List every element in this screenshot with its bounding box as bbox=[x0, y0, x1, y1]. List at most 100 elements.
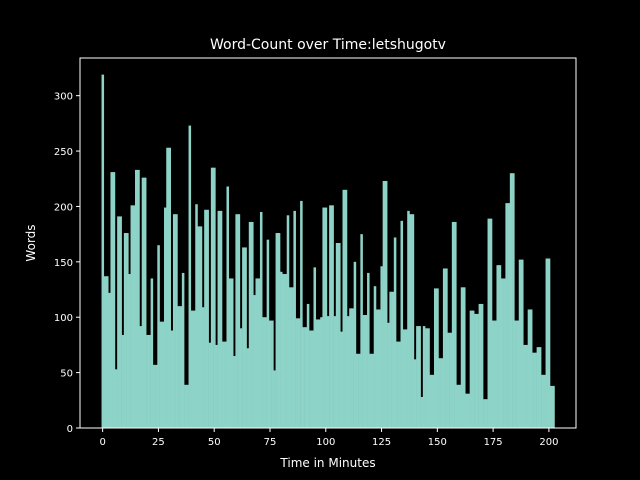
bar bbox=[460, 287, 464, 428]
bar bbox=[170, 330, 174, 428]
x-tick-label: 75 bbox=[264, 437, 277, 448]
bar bbox=[159, 321, 163, 428]
bar bbox=[351, 308, 354, 428]
y-tick-label: 200 bbox=[54, 202, 73, 213]
bar bbox=[371, 353, 375, 428]
bar bbox=[239, 328, 243, 428]
bar bbox=[237, 214, 241, 428]
bar bbox=[523, 344, 526, 428]
bar bbox=[489, 218, 493, 428]
bar bbox=[259, 211, 263, 428]
bar bbox=[407, 210, 410, 428]
bar bbox=[257, 278, 261, 428]
bar bbox=[246, 348, 250, 428]
bar bbox=[311, 330, 314, 428]
bar bbox=[436, 288, 439, 428]
bar bbox=[355, 353, 359, 428]
bar bbox=[103, 276, 107, 428]
bar bbox=[378, 309, 381, 428]
bar bbox=[367, 272, 370, 428]
bar bbox=[380, 266, 383, 428]
x-tick-label: 200 bbox=[539, 437, 558, 448]
bar bbox=[362, 315, 366, 428]
bar bbox=[123, 233, 127, 428]
bar bbox=[184, 384, 187, 428]
bar bbox=[242, 247, 245, 428]
bar bbox=[465, 393, 468, 428]
bar bbox=[186, 384, 189, 428]
bar bbox=[199, 226, 203, 428]
bar bbox=[500, 278, 504, 428]
bar bbox=[496, 265, 499, 428]
bar bbox=[152, 364, 156, 428]
bar bbox=[505, 203, 508, 428]
bar bbox=[503, 278, 506, 428]
bar bbox=[543, 374, 546, 428]
y-tick-label: 300 bbox=[54, 92, 73, 103]
bar bbox=[208, 342, 212, 428]
bar bbox=[451, 221, 455, 428]
bar bbox=[404, 329, 408, 428]
bar bbox=[358, 353, 361, 428]
bar bbox=[286, 215, 290, 428]
bar bbox=[442, 268, 446, 428]
bar bbox=[422, 326, 426, 428]
bar bbox=[440, 358, 444, 428]
x-tick-label: 125 bbox=[372, 437, 391, 448]
y-tick-label: 250 bbox=[54, 147, 73, 158]
bar bbox=[117, 216, 120, 428]
bar bbox=[346, 316, 350, 428]
bar bbox=[288, 287, 292, 428]
bar bbox=[521, 259, 524, 428]
bar bbox=[445, 268, 448, 428]
bar bbox=[382, 180, 386, 428]
bar bbox=[514, 320, 517, 428]
bar bbox=[454, 221, 457, 428]
bar bbox=[155, 364, 158, 428]
bar bbox=[217, 210, 221, 428]
y-tick-label: 100 bbox=[54, 313, 73, 324]
bar bbox=[340, 331, 343, 428]
bar bbox=[230, 278, 234, 428]
bar bbox=[143, 177, 147, 428]
bar bbox=[300, 200, 303, 428]
bar bbox=[233, 355, 236, 428]
bar bbox=[364, 315, 368, 428]
x-tick-label: 150 bbox=[428, 437, 447, 448]
bar bbox=[320, 317, 323, 428]
bar bbox=[213, 167, 216, 428]
bar bbox=[277, 233, 281, 428]
bar bbox=[222, 341, 225, 428]
bar bbox=[545, 258, 549, 428]
bar bbox=[433, 288, 437, 428]
bar bbox=[148, 334, 151, 428]
bar bbox=[427, 328, 430, 428]
bar bbox=[224, 341, 227, 428]
bar bbox=[280, 271, 283, 428]
x-tick-label: 50 bbox=[208, 437, 221, 448]
bar bbox=[275, 233, 279, 428]
bar bbox=[409, 214, 412, 428]
bar bbox=[119, 216, 122, 428]
bar bbox=[525, 344, 528, 428]
bar bbox=[447, 332, 450, 428]
bar bbox=[538, 347, 542, 428]
bar bbox=[360, 234, 363, 428]
bar bbox=[141, 177, 145, 428]
bar bbox=[193, 310, 196, 428]
bar bbox=[471, 310, 475, 428]
bar bbox=[282, 274, 285, 428]
bar bbox=[128, 274, 131, 428]
bar bbox=[416, 326, 419, 428]
bar bbox=[518, 259, 522, 428]
bar bbox=[375, 309, 379, 428]
bar bbox=[266, 239, 270, 428]
bar bbox=[181, 272, 185, 428]
bar bbox=[121, 334, 125, 428]
bar bbox=[529, 309, 533, 428]
bar bbox=[373, 286, 377, 428]
bar bbox=[418, 326, 421, 428]
bar bbox=[527, 309, 531, 428]
bar bbox=[487, 218, 491, 428]
